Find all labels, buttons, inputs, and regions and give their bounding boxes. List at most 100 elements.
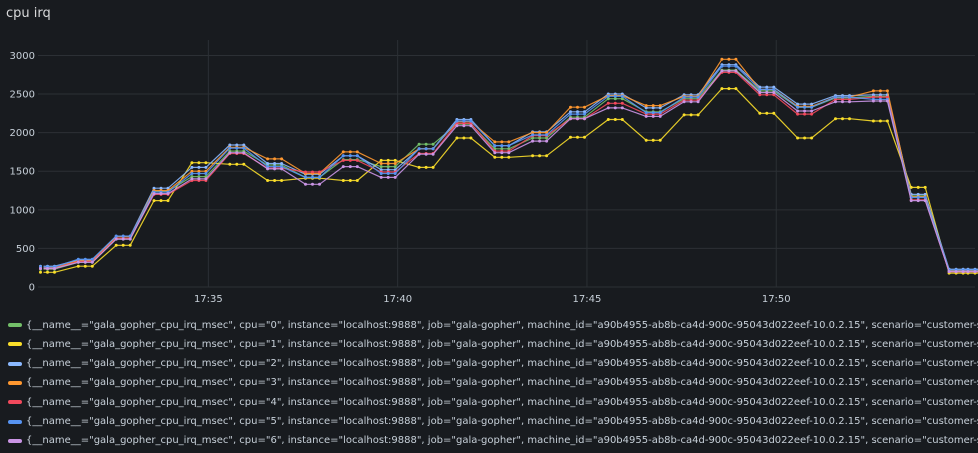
legend-item-cpu-3[interactable]: {__name__="gala_gopher_cpu_irq_msec", cp… — [8, 375, 978, 391]
legend-item-cpu-0[interactable]: {__name__="gala_gopher_cpu_irq_msec", cp… — [8, 317, 978, 333]
data-point — [462, 119, 466, 123]
data-point — [606, 118, 610, 121]
data-point — [772, 93, 776, 97]
data-point — [538, 139, 542, 143]
data-point — [531, 131, 535, 135]
data-point — [878, 89, 882, 93]
data-point — [583, 117, 586, 121]
data-point — [772, 91, 776, 94]
data-point — [682, 100, 686, 104]
data-point — [796, 102, 800, 106]
data-point — [569, 117, 572, 121]
data-point — [386, 172, 390, 175]
data-point — [197, 165, 201, 169]
data-point — [848, 97, 851, 101]
data-point — [379, 175, 383, 179]
data-point — [583, 112, 586, 116]
legend-item-cpu-4[interactable]: {__name__="gala_gopher_cpu_irq_msec", cp… — [8, 394, 978, 410]
data-point — [431, 142, 435, 146]
data-point — [538, 133, 542, 137]
panel-title[interactable]: cpu irq — [6, 6, 51, 21]
data-point — [273, 157, 277, 161]
data-point — [658, 114, 662, 118]
data-point — [841, 100, 844, 104]
data-point — [190, 172, 194, 175]
data-point — [576, 105, 579, 109]
data-point — [871, 95, 875, 99]
data-point — [417, 165, 421, 169]
data-point — [576, 112, 579, 116]
data-point — [803, 109, 807, 113]
y-tick-label: 2500 — [10, 90, 35, 101]
data-point — [280, 165, 284, 169]
x-tick-label: 17:35 — [194, 294, 223, 305]
data-point — [834, 100, 837, 104]
data-point — [379, 172, 383, 175]
data-point — [318, 175, 321, 179]
data-point — [152, 199, 156, 203]
legend-item-cpu-5[interactable]: {__name__="gala_gopher_cpu_irq_msec", cp… — [8, 414, 978, 430]
data-point — [772, 87, 776, 91]
data-point — [39, 270, 42, 274]
data-point — [228, 162, 232, 166]
data-point — [796, 109, 800, 113]
data-point — [152, 192, 156, 196]
data-point — [961, 270, 965, 274]
data-point — [758, 87, 762, 91]
legend-item-cpu-2[interactable]: {__name__="gala_gopher_cpu_irq_msec", cp… — [8, 356, 978, 372]
data-point — [545, 154, 549, 158]
legend: {__name__="gala_gopher_cpu_irq_msec", cp… — [0, 312, 978, 453]
legend-swatch — [8, 400, 22, 405]
data-point — [909, 199, 913, 203]
data-point — [720, 69, 724, 73]
legend-item-cpu-1[interactable]: {__name__="gala_gopher_cpu_irq_msec", cp… — [8, 336, 978, 352]
data-point — [644, 138, 648, 142]
legend-swatch — [8, 342, 22, 347]
data-point — [348, 179, 352, 182]
data-point — [493, 144, 497, 148]
data-point — [531, 154, 535, 158]
data-point — [682, 95, 686, 99]
data-point — [280, 179, 284, 182]
data-point — [159, 199, 163, 203]
data-point — [462, 124, 466, 128]
data-point — [606, 97, 610, 101]
data-point — [569, 105, 572, 109]
data-point — [871, 93, 875, 97]
data-point — [348, 150, 352, 154]
data-point — [266, 179, 270, 182]
data-point — [545, 133, 549, 137]
data-point — [90, 257, 94, 261]
data-point — [83, 257, 87, 261]
data-point — [916, 185, 920, 189]
data-point — [871, 99, 875, 103]
data-point — [947, 270, 951, 274]
data-point — [696, 100, 700, 104]
data-point — [758, 111, 762, 115]
data-point — [765, 87, 769, 91]
data-point — [651, 104, 655, 108]
data-point — [393, 175, 397, 179]
data-point — [696, 95, 700, 99]
data-point — [90, 260, 94, 264]
data-point — [644, 106, 648, 110]
data-point — [197, 175, 201, 179]
data-point — [772, 111, 776, 115]
data-point — [644, 114, 648, 118]
data-point — [885, 119, 889, 123]
data-point — [355, 165, 359, 169]
data-point — [954, 270, 958, 274]
data-point — [90, 264, 94, 268]
series-line-cpu-5 — [43, 65, 978, 271]
data-point — [620, 94, 624, 98]
legend-item-cpu-6[interactable]: {__name__="gala_gopher_cpu_irq_msec", cp… — [8, 433, 978, 449]
data-point — [379, 165, 383, 169]
data-point — [538, 154, 542, 158]
data-point — [235, 146, 239, 150]
data-point — [531, 133, 535, 137]
data-point — [228, 146, 232, 150]
legend-swatch — [8, 380, 22, 385]
data-point — [620, 101, 624, 105]
data-point — [834, 95, 837, 99]
data-point — [538, 136, 542, 140]
